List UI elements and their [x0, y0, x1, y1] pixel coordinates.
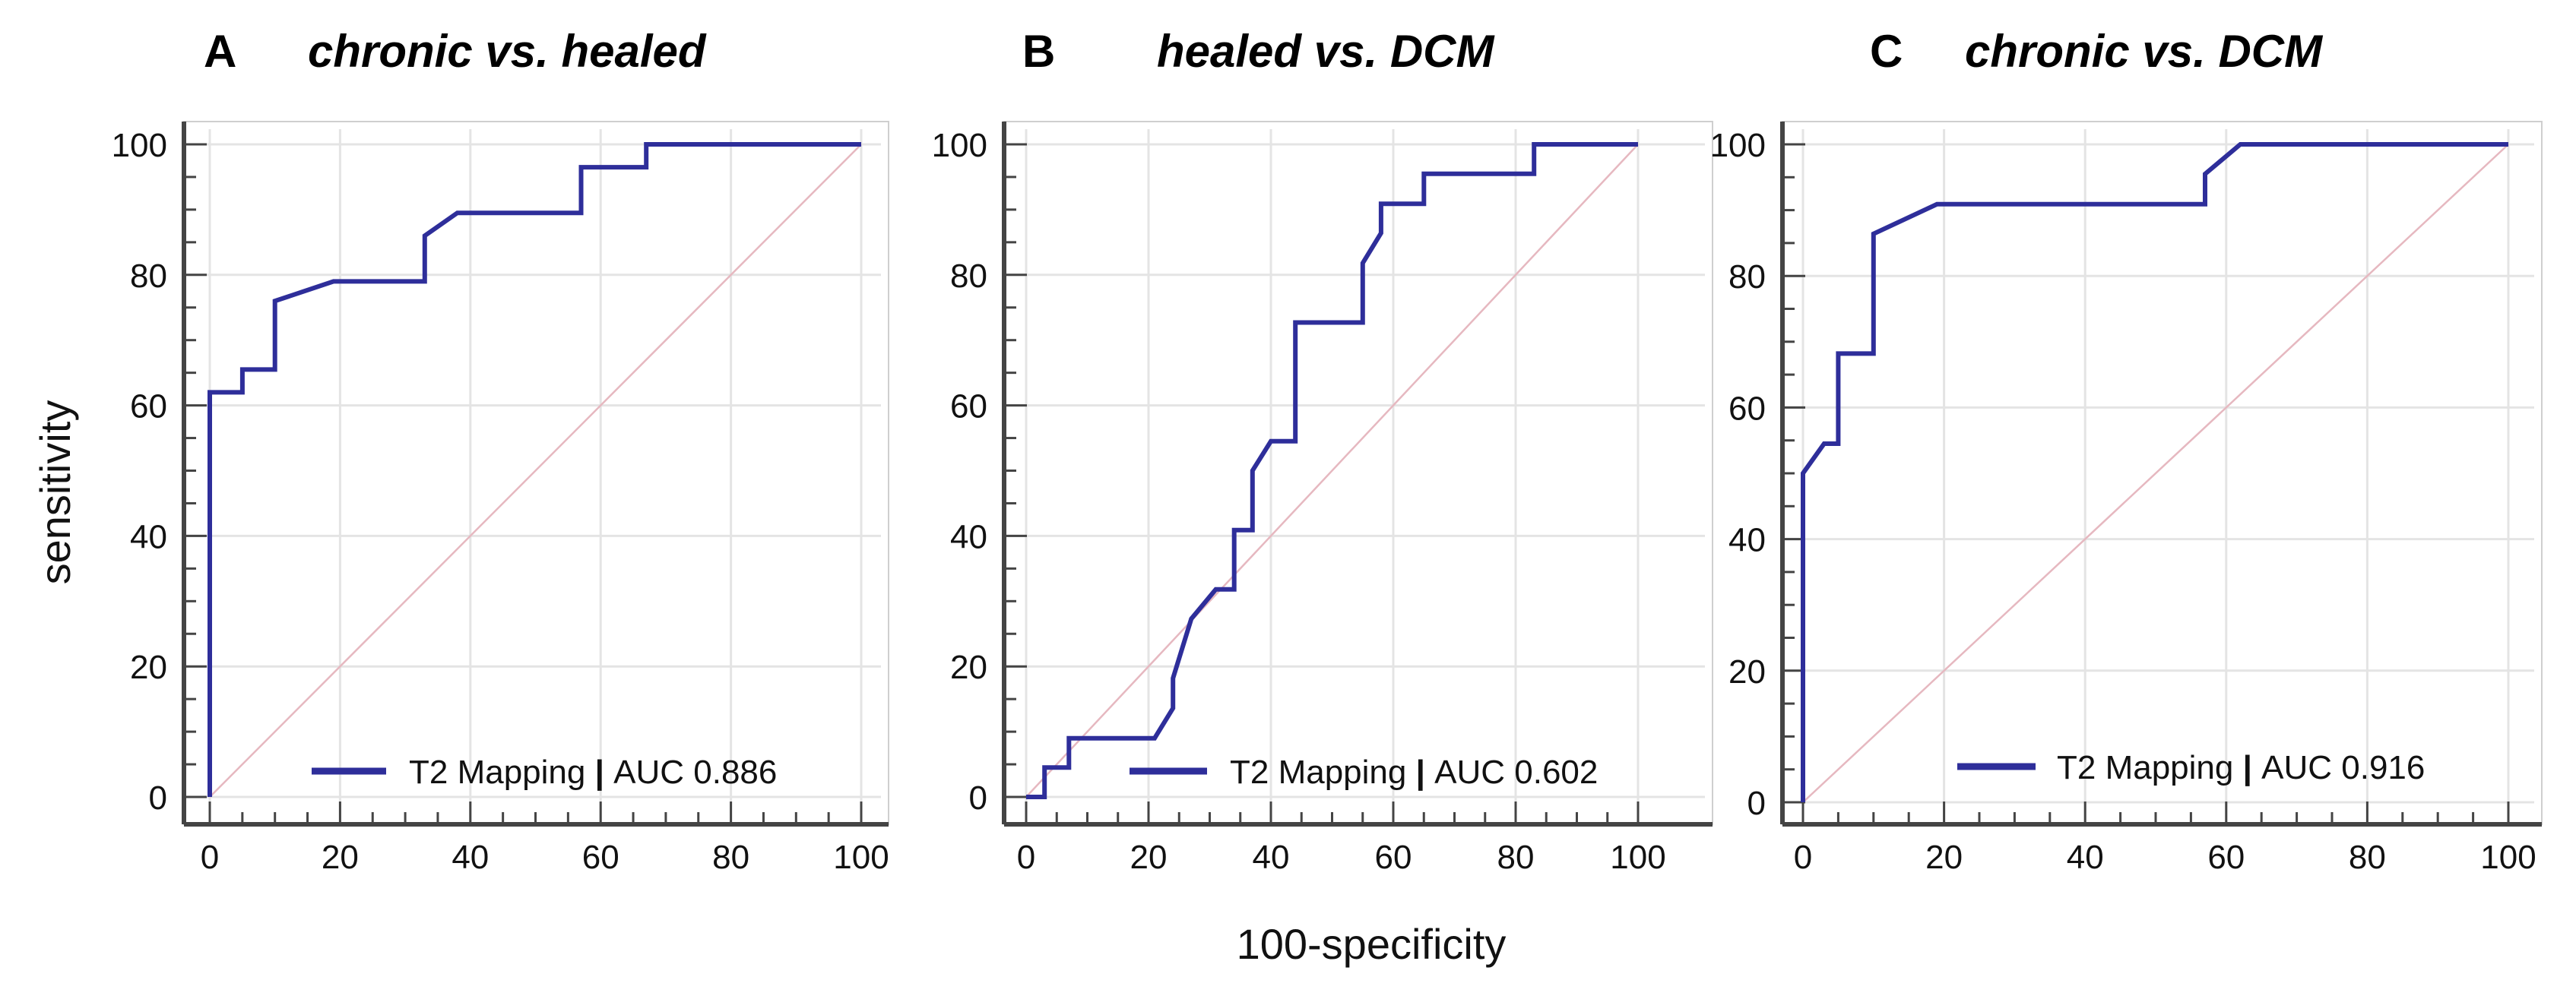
panel-title: healed vs. DCM [1157, 26, 1495, 77]
legend: T2 Mapping | AUC 0.602 [1130, 754, 1598, 792]
x-tick-label: 40 [1253, 839, 1290, 876]
y-tick-label: 20 [1728, 653, 1766, 691]
legend-auc: AUC 0.886 [613, 754, 777, 791]
y-tick-label: 40 [1728, 522, 1766, 559]
legend-label: T2 Mapping | AUC 0.602 [1230, 754, 1598, 792]
x-tick-label: 0 [201, 839, 219, 876]
y-tick-label: 40 [950, 518, 987, 555]
panel-b: 0 20 40 60 80 100 0 20 40 60 80 100 B healed vs. DCM T… [932, 26, 1713, 876]
y-tick-label: 80 [130, 258, 167, 295]
reference-diagonal [1802, 144, 2509, 803]
legend-auc: AUC 0.602 [1434, 754, 1598, 791]
y-axis-label: sensitivity [31, 400, 79, 585]
x-tick-label: 60 [1375, 839, 1412, 876]
plot-frame [1782, 121, 2543, 825]
x-tick-label: 100 [833, 839, 889, 876]
y-tick-label: 20 [130, 649, 167, 686]
plot-frame [1003, 121, 1713, 825]
panel-title: chronic vs. DCM [1965, 26, 2324, 77]
x-tick-label: 60 [2207, 839, 2245, 876]
x-tick-label: 20 [1130, 839, 1168, 876]
panel-c: 0 20 40 60 80 100 0 20 40 60 80 100 C chronic vs. DCM… [1710, 26, 2543, 876]
panel-title: chronic vs. healed [308, 26, 707, 77]
legend-series-name: T2 Mapping [1230, 754, 1406, 791]
y-tick-label: 60 [1728, 390, 1766, 427]
y-tick-label: 60 [130, 388, 167, 425]
x-tick-label: 40 [452, 839, 489, 876]
x-tick-label: 60 [582, 839, 619, 876]
legend: T2 Mapping | AUC 0.886 [312, 754, 777, 792]
y-tick-label: 100 [932, 127, 987, 164]
panel-letter: A [204, 26, 236, 77]
y-tick-label: 0 [1747, 785, 1766, 822]
y-tick-label: 80 [950, 258, 987, 295]
y-tick-label: 60 [950, 388, 987, 425]
y-tick-label: 40 [130, 518, 167, 555]
legend-separator: | [1406, 754, 1434, 792]
roc-curve [208, 142, 861, 797]
plot-frame [183, 121, 889, 825]
panel-letter: B [1022, 26, 1055, 77]
x-tick-label: 100 [2480, 839, 2536, 876]
x-tick-label: 80 [712, 839, 749, 876]
x-tick-label: 0 [1794, 839, 1812, 876]
x-tick-label: 80 [1497, 839, 1535, 876]
y-tick-label: 0 [149, 779, 167, 817]
y-tick-label: 80 [1728, 258, 1766, 296]
x-tick-label: 80 [2349, 839, 2386, 876]
x-tick-label: 20 [322, 839, 359, 876]
legend: T2 Mapping | AUC 0.916 [1957, 749, 2425, 787]
roc-curve [1026, 142, 1638, 799]
panel-letter: C [1870, 26, 1903, 77]
legend-separator: | [2233, 749, 2261, 787]
y-tick-label: 20 [950, 649, 987, 686]
x-tick-label: 20 [1925, 839, 1963, 876]
x-tick-label: 0 [1017, 839, 1035, 876]
y-tick-label: 0 [969, 779, 987, 817]
reference-diagonal [1025, 144, 1639, 798]
legend-auc: AUC 0.916 [2261, 749, 2425, 786]
reference-diagonal [209, 144, 862, 798]
x-tick-label: 100 [1610, 839, 1665, 876]
roc-curve [1801, 142, 2508, 802]
x-axis-label: 100-specificity [1237, 920, 1507, 968]
panel-a: 0 20 40 60 80 100 0 20 40 60 80 100 A chronic vs. hea… [112, 26, 889, 876]
legend-label: T2 Mapping | AUC 0.916 [2057, 749, 2425, 787]
legend-series-name: T2 Mapping [2057, 749, 2233, 786]
legend-label: T2 Mapping | AUC 0.886 [409, 754, 777, 792]
y-tick-label: 100 [1710, 127, 1766, 164]
legend-series-name: T2 Mapping [409, 754, 585, 791]
x-tick-label: 40 [2067, 839, 2104, 876]
y-tick-label: 100 [112, 127, 167, 164]
legend-separator: | [585, 754, 613, 792]
